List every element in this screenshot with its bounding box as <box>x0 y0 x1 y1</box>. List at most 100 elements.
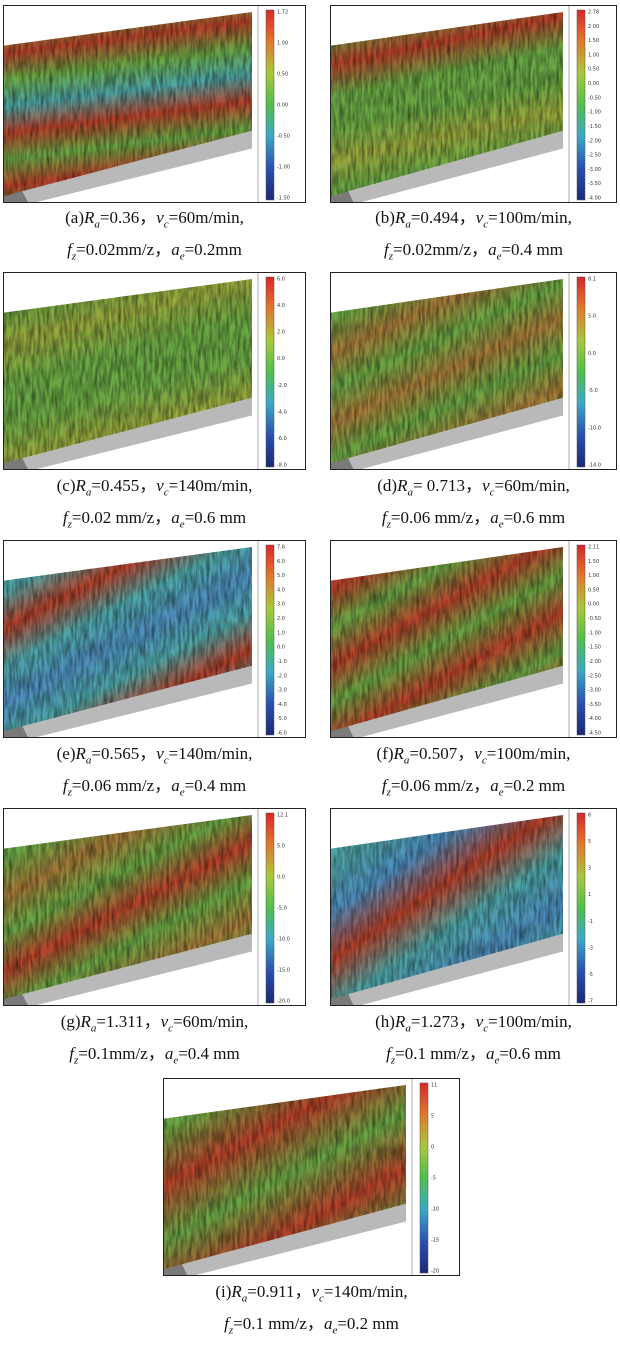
caption-text: a <box>490 776 499 796</box>
colorbar-label: -2.0 <box>277 673 287 679</box>
colorbar-label: 0.0 <box>588 351 596 357</box>
colorbar <box>576 544 586 736</box>
caption-text: a <box>164 1044 174 1064</box>
colorbar-label: 1.0 <box>277 630 285 636</box>
colorbar-label: -2.50 <box>588 153 601 159</box>
colorbar-label: -5.0 <box>277 906 287 912</box>
colorbar-label: 5.0 <box>277 844 285 850</box>
caption-text: R <box>231 1282 242 1301</box>
caption-line: fz=0.02mm/z，ae=0.2mm <box>3 237 306 269</box>
caption-text: c <box>489 486 495 499</box>
caption-text: f <box>224 1314 229 1334</box>
colorbar-label: 3.0 <box>277 602 285 608</box>
colorbar-label: -6.0 <box>277 436 287 442</box>
colorbar-label: 8.1 <box>588 277 596 283</box>
colorbar-label: 3 <box>588 866 591 872</box>
caption-text: =0.6 mm <box>503 508 566 528</box>
caption-text: =140m/min, <box>168 476 253 495</box>
caption-text: f <box>386 1044 391 1064</box>
caption-text: c <box>481 754 487 767</box>
caption-text: a <box>241 1292 248 1305</box>
caption-text: v <box>156 208 164 227</box>
caption-text: z <box>386 518 391 531</box>
colorbar-label: 4.0 <box>277 587 285 593</box>
caption: (a)Ra=0.36，vc=60m/min, fz=0.02mm/z，ae=0.2… <box>3 205 306 270</box>
colorbar-label: -4.00 <box>588 716 601 722</box>
colorbar-label: -10 <box>431 1207 439 1213</box>
caption: (e)Ra=0.565，vc=140m/min, fz=0.06 mm/z，ae=… <box>3 741 306 806</box>
surface-image: 7.6 6.0 5.0 4.0 3.0 2.0 1.0 0.0 -1.0 -2.0 -3.0 -4.0… <box>3 540 306 738</box>
caption: (f)Ra=0.507，vc=100m/min, fz=0.06 mm/z，ae=… <box>330 741 617 806</box>
caption-text: =100m/min, <box>488 1012 572 1031</box>
colorbar-label: -2.50 <box>588 673 601 679</box>
caption-text: (h) <box>375 1012 395 1031</box>
caption-text: v <box>156 476 164 495</box>
caption-text: f <box>62 508 68 528</box>
colorbar-label: -1.00 <box>277 165 290 171</box>
caption-text: =0.2mm <box>184 240 242 260</box>
colorbar-label: -1.50 <box>588 124 601 130</box>
colorbar <box>576 9 586 201</box>
colorbar-label: -2.00 <box>588 659 601 665</box>
caption-text: v <box>156 744 164 763</box>
colorbar-label: -2.0 <box>277 383 287 389</box>
colorbar-label: 5 <box>431 1114 434 1120</box>
caption-text: a <box>85 754 92 767</box>
colorbar-label: -3.50 <box>588 702 601 708</box>
colorbar-label: 7.6 <box>277 545 285 551</box>
colorbar-label: 2.00 <box>588 24 599 30</box>
caption-text: (a) <box>65 208 84 227</box>
caption-line: (f)Ra=0.507，vc=100m/min, <box>330 741 617 773</box>
surface-image: 12.1 5.0 0.0 -5.0 -10.0 -15.0 -20.0 <box>3 808 306 1006</box>
caption-text: a <box>488 240 497 260</box>
caption-text: z <box>228 1324 234 1337</box>
caption-text: =0.6 mm <box>499 1044 561 1064</box>
caption-text: f <box>381 776 387 796</box>
colorbar-label: 0.0 <box>277 875 285 881</box>
colorbar-label: -10.0 <box>588 425 601 431</box>
caption-text: =140m/min, <box>323 1282 408 1301</box>
colorbar-label: -20 <box>431 1269 439 1275</box>
caption-line: fz=0.06 mm/z，ae=0.4 mm <box>3 773 306 805</box>
colorbar-label: -1.00 <box>588 630 601 636</box>
colorbar-label: 0.50 <box>277 72 288 78</box>
caption-text: R <box>75 476 86 495</box>
colorbar-label: -1 <box>588 919 593 925</box>
caption-text: z <box>388 250 393 263</box>
colorbar-label: -5 <box>431 1176 436 1182</box>
colorbar-label: 1.00 <box>588 573 599 579</box>
colorbar-label: 2.0 <box>277 330 285 336</box>
colorbar-label: -15 <box>431 1238 439 1244</box>
surface-image: 6.0 4.0 2.0 0.0 -2.0 -4.0 -6.0 -8.0 <box>3 272 306 470</box>
colorbar-label: 6.0 <box>277 277 285 283</box>
caption-text: R <box>80 1012 91 1031</box>
colorbar-label: -2.00 <box>588 138 601 144</box>
caption: (d)Ra= 0.713，vc=60m/min, fz=0.06 mm/z，ae=… <box>330 473 617 538</box>
caption-line: (d)Ra= 0.713，vc=60m/min, <box>330 473 617 505</box>
caption-text: =0.4 mm <box>501 240 563 260</box>
colorbar-label: -5 <box>588 972 593 978</box>
caption-text: R <box>394 208 406 227</box>
caption-text: =60m/min, <box>173 1012 249 1031</box>
base <box>331 665 563 737</box>
colorbar-label: -1.50 <box>588 645 601 651</box>
caption-text: e <box>179 786 185 799</box>
colorbar-label: 6 <box>588 813 591 819</box>
caption-line: fz=0.06 mm/z，ae=0.6 mm <box>330 505 617 537</box>
colorbar-label: 0.0 <box>277 645 285 651</box>
caption-text: R <box>393 744 404 763</box>
caption-text: (b) <box>375 208 395 227</box>
colorbar-label: 1.72 <box>277 10 288 16</box>
colorbar-label: -6.0 <box>277 731 287 737</box>
caption-text: =0.4 mm <box>178 1044 240 1064</box>
caption-text: f <box>69 1044 74 1064</box>
caption: (c)Ra=0.455，vc=140m/min, fz=0.02 mm/z，ae=… <box>3 473 306 538</box>
colorbar-label: 5.0 <box>277 573 285 579</box>
caption-text: =0.507， <box>409 744 475 763</box>
colorbar-label: -8.0 <box>277 463 287 469</box>
caption-text: c <box>163 486 169 499</box>
caption-text: e <box>173 1054 179 1067</box>
caption-text: e <box>179 518 185 531</box>
caption-text: c <box>163 218 169 231</box>
caption-text: v <box>474 744 482 763</box>
